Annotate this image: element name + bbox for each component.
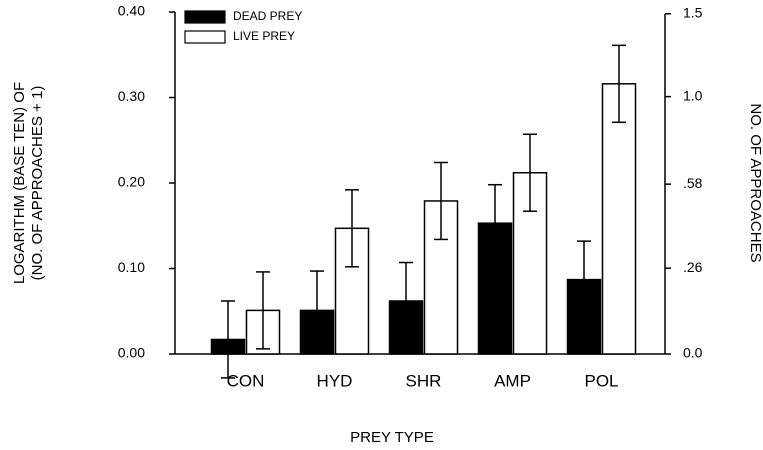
y-axis-label: LOGARITHM (BASE TEN) OF (11, 82, 28, 284)
y-tick-label: 0.10 (118, 259, 145, 275)
x-tick-label: HYD (317, 371, 353, 390)
y2-tick-label: .26 (683, 259, 703, 275)
y-tick-label: 0.00 (118, 345, 145, 361)
y-tick-label: 0.30 (118, 88, 145, 104)
legend-swatch (184, 30, 226, 44)
x-tick-label: AMP (494, 371, 531, 390)
y2-tick-label: 1.5 (683, 4, 703, 20)
x-axis-label: PREY TYPE (350, 429, 434, 446)
legend-label: LIVE PREY (233, 29, 295, 43)
x-tick-label: POL (584, 371, 618, 390)
x-tick-label: SHR (406, 371, 442, 390)
x-tick-label: CON (227, 371, 265, 390)
y-axis-label: (NO. OF APPROACHES + 1) (29, 86, 46, 281)
y2-tick-label: 0.0 (683, 345, 703, 361)
legend-swatch (184, 10, 226, 24)
legend-label: DEAD PREY (233, 9, 302, 23)
y2-tick-label: .58 (683, 175, 703, 191)
bar (601, 83, 637, 355)
y2-tick-label: 1.0 (683, 87, 703, 103)
y-tick-label: 0.40 (118, 3, 145, 19)
y2-axis-label: NO. OF APPROACHES (747, 103, 763, 262)
y-tick-label: 0.20 (118, 174, 145, 190)
